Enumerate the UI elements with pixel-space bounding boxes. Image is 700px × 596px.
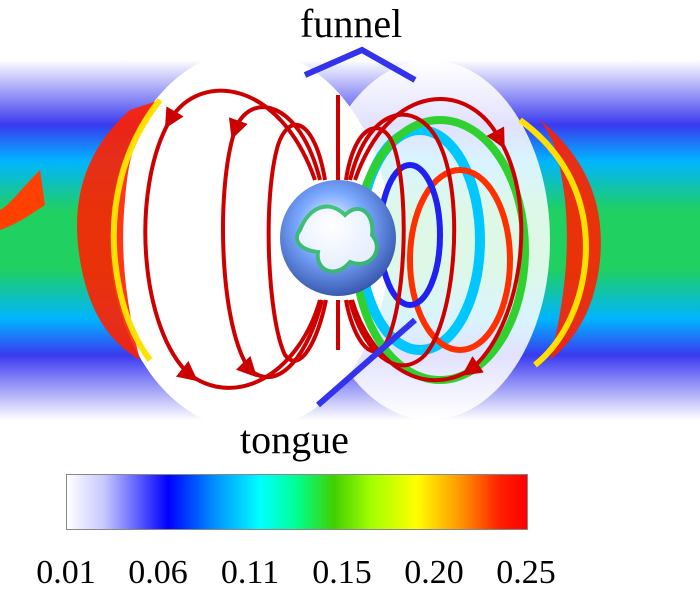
sphere-pattern	[294, 204, 379, 274]
field-line-right-mid	[348, 112, 457, 368]
colorbar-tick-4: 0.20	[404, 554, 464, 591]
ring-3	[407, 167, 513, 353]
field-line-left-inner	[266, 123, 328, 363]
colorbar-tick-1: 0.06	[128, 554, 188, 591]
field-line-left-outer	[143, 88, 322, 390]
funnel-pointer	[303, 46, 417, 83]
colorbar-tick-5: 0.25	[496, 554, 556, 591]
funnel-label: funnel	[296, 4, 407, 44]
field-line-left-mid	[221, 105, 324, 379]
colorbar-tick-0: 0.01	[36, 554, 96, 591]
field-line-right-outer	[350, 97, 524, 383]
left-yellow-rim	[110, 98, 163, 362]
tongue-pointer	[316, 317, 417, 408]
colorbar-tick-3: 0.15	[312, 554, 372, 591]
colorbar-tick-2: 0.11	[220, 554, 280, 591]
left-red-region	[77, 100, 160, 360]
right-red-region	[540, 120, 601, 360]
colorbar	[66, 474, 528, 530]
left-orange-edge	[0, 170, 45, 230]
colorbar-ticks: 0.01 0.06 0.11 0.15 0.20 0.25	[0, 556, 700, 596]
tongue-label: tongue	[236, 420, 353, 460]
field-line-right-inner	[344, 126, 406, 354]
right-yellow-rim	[518, 117, 589, 368]
